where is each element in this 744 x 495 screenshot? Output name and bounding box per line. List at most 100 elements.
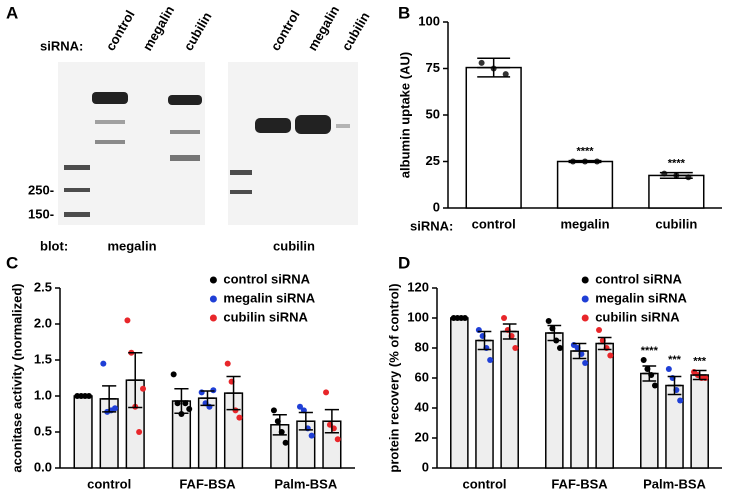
data-point <box>596 327 603 333</box>
y-axis-label: albumin uptake (AU) <box>397 52 412 178</box>
y-tick-label: 100 <box>407 309 429 324</box>
x-tick-label: FAF-BSA <box>179 476 236 491</box>
data-point <box>282 439 289 446</box>
error-bar <box>568 159 602 164</box>
x-tick-label: Palm-BSA <box>643 476 706 491</box>
data-point <box>607 352 614 359</box>
row-label: siRNA: <box>40 38 83 53</box>
data-point <box>545 318 552 324</box>
data-point <box>124 317 131 324</box>
lane-label: megalin <box>305 3 343 53</box>
error-bar <box>547 324 562 342</box>
legend-label: megalin siRNA <box>223 290 315 305</box>
y-tick-label: 0.5 <box>34 423 52 438</box>
bar <box>570 350 589 469</box>
data-point <box>140 385 147 392</box>
error-bar <box>477 330 492 351</box>
data-point <box>308 432 315 439</box>
blot-name: megalin <box>107 238 156 253</box>
lane-label: control <box>103 8 138 54</box>
data-point <box>640 357 647 363</box>
x-axis-label: siRNA: <box>410 218 453 233</box>
blot-label: blot: <box>40 238 68 253</box>
y-tick-label: 2.5 <box>34 279 52 294</box>
data-point <box>487 357 494 363</box>
bar <box>500 330 519 469</box>
data-point <box>296 403 303 410</box>
data-point <box>556 345 563 351</box>
error-bar <box>692 369 707 381</box>
western-blot-panel: A siRNA: control megalin cubilin control… <box>6 3 373 253</box>
y-tick-label: 1.0 <box>34 387 52 402</box>
panel-letter: D <box>398 253 410 272</box>
y-tick-label: 2.0 <box>34 315 52 330</box>
error-bar <box>502 323 517 340</box>
y-tick-label: 20 <box>415 429 429 444</box>
x-tick-label: control <box>462 476 506 491</box>
error-bar <box>477 57 511 78</box>
significance-label: *** <box>668 354 682 366</box>
data-point <box>502 71 509 78</box>
y-tick-label: 80 <box>415 339 429 354</box>
y-tick-label: 25 <box>426 153 440 168</box>
data-point <box>478 59 485 66</box>
panel-letter: B <box>398 3 410 22</box>
error-bar <box>174 388 189 415</box>
data-point <box>651 382 658 389</box>
panel-letter: C <box>6 253 18 272</box>
y-tick-label: 60 <box>415 369 429 384</box>
blot-image <box>228 62 358 225</box>
y-tick-label: 1.5 <box>34 351 52 366</box>
blot-image <box>58 62 205 225</box>
error-bar <box>102 385 117 413</box>
significance-label: **** <box>641 345 659 357</box>
bar <box>690 374 709 469</box>
error-bar <box>667 375 682 396</box>
panel-letter: A <box>6 3 18 22</box>
bar <box>556 160 614 209</box>
error-bar <box>642 365 657 382</box>
legend-label: control siRNA <box>595 271 682 286</box>
y-tick-label: 75 <box>426 60 440 75</box>
error-bar <box>76 394 91 398</box>
data-point <box>334 436 341 443</box>
data-point <box>501 315 508 321</box>
marker-label: 150- <box>28 206 54 221</box>
legend-label: control siRNA <box>223 271 310 286</box>
blot-bands <box>64 92 350 217</box>
error-bar <box>272 413 287 436</box>
legend-marker <box>209 295 217 303</box>
y-tick-label: 0 <box>422 459 429 474</box>
error-bar <box>597 336 612 351</box>
y-tick-label: 40 <box>415 399 429 414</box>
x-tick-label: control <box>472 216 516 231</box>
error-bar <box>659 171 693 179</box>
significance-label: **** <box>668 158 686 170</box>
x-tick-label: cubilin <box>655 216 697 231</box>
data-point <box>512 345 519 351</box>
data-point <box>665 366 672 372</box>
legend-label: megalin siRNA <box>595 290 687 305</box>
data-point <box>170 371 177 378</box>
bar <box>73 395 93 469</box>
data-point <box>224 360 231 367</box>
blot-name: cubilin <box>273 238 315 253</box>
error-bar <box>200 390 215 407</box>
marker-label: 250- <box>28 182 54 197</box>
data-point <box>186 405 193 412</box>
bar <box>450 317 469 469</box>
legend-marker <box>581 314 589 322</box>
y-tick-label: 0.0 <box>34 459 52 474</box>
error-bar <box>572 342 587 360</box>
data-point <box>582 360 589 366</box>
y-axis-label: protein recovery (% of control) <box>386 283 401 472</box>
lane-label: cubilin <box>181 9 215 53</box>
data-point <box>236 414 243 421</box>
significance-label: **** <box>576 145 594 157</box>
bar <box>465 66 522 209</box>
bar <box>595 342 614 469</box>
x-tick-label: control <box>87 476 131 491</box>
legend-marker <box>581 276 589 284</box>
data-point <box>270 407 277 414</box>
